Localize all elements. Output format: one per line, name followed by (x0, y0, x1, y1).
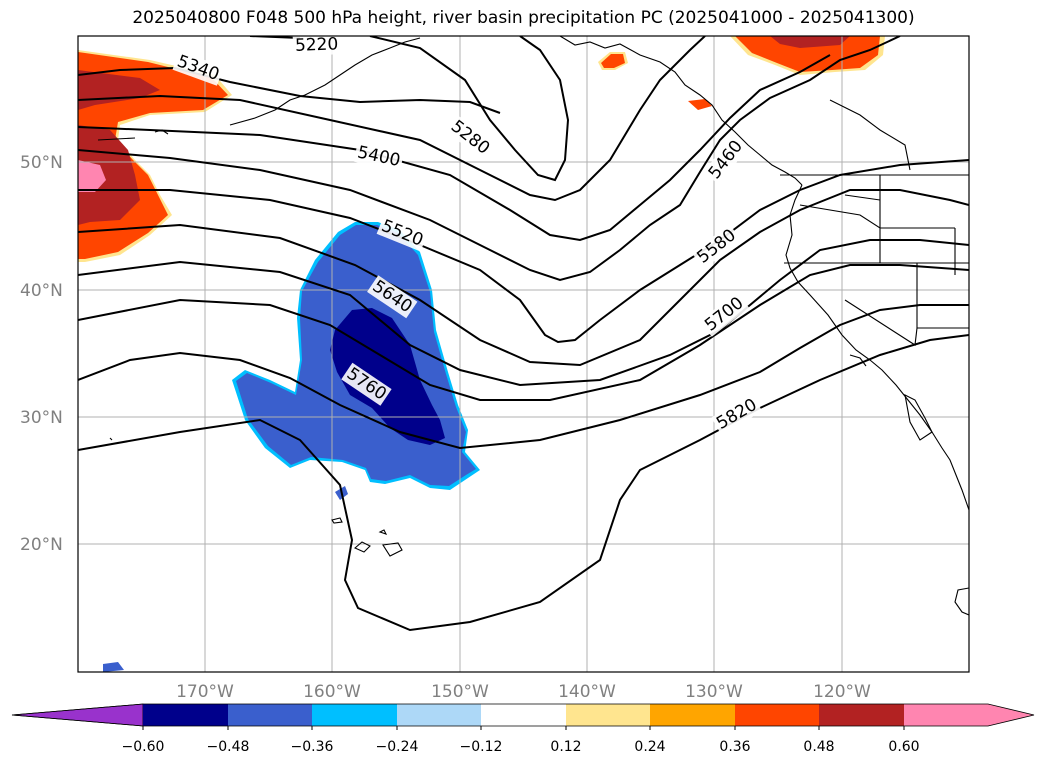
colorbar-tick-label: 0.48 (803, 739, 834, 755)
contour-label-mask (699, 291, 750, 337)
colorbar-tick-label: −0.60 (122, 739, 165, 755)
colorbar-tick-label: −0.36 (291, 739, 334, 755)
colorbar-segment (904, 704, 988, 726)
contour-5340-b (78, 36, 706, 202)
contour-label-mask (341, 362, 392, 406)
contour-label: 5220 (295, 34, 339, 55)
map-panel: 5220 5340 5280 5400 5460 5520 5580 5640 … (78, 34, 969, 672)
contour-label-mask (172, 50, 224, 86)
contour-5400 (78, 54, 831, 242)
contour-label-mask (711, 393, 763, 435)
contour-label-mask (445, 115, 495, 161)
contour-label-mask (703, 135, 749, 185)
lon-tick-label: 140°W (558, 682, 616, 702)
colorbar-segment (650, 704, 735, 726)
gridlines (78, 36, 969, 672)
contour-5640 (78, 239, 969, 387)
height-contours (78, 36, 969, 632)
contour-label-mask (292, 36, 341, 56)
lon-tick-label: 150°W (431, 682, 489, 702)
contour-label-mask (691, 224, 742, 269)
contour-5580 (78, 189, 969, 367)
contour-5760 (78, 304, 969, 450)
contour-label-mask (367, 275, 418, 319)
colorbar-tick-label: 0.24 (634, 739, 665, 755)
colorbar-tick-labels: −0.60 −0.48 −0.36 −0.24 −0.12 0.12 0.24 … (122, 739, 920, 755)
contour-5820 (78, 334, 969, 632)
lon-tick-label: 120°W (813, 682, 871, 702)
colorbar-tick-label: 0.12 (550, 739, 581, 755)
contour-label-mask (376, 215, 428, 252)
lon-tick-label: 170°W (176, 682, 234, 702)
colorbar-segment (228, 704, 312, 726)
contour-5460 (78, 36, 901, 282)
colorbar-extend-high (988, 704, 1034, 726)
lat-tick-label: 30°N (20, 408, 63, 428)
contour-5340 (78, 66, 501, 114)
colorbar-extend-low (11, 703, 144, 727)
lon-tick-label: 160°W (303, 682, 361, 702)
map-title: 2025040800 F048 500 hPa height, river ba… (132, 8, 915, 28)
colorbar-tick-label: 0.60 (888, 739, 919, 755)
contour-5520 (78, 159, 969, 344)
colorbar-segment (735, 704, 819, 726)
colorbar-segment (143, 704, 228, 726)
positive-anomaly-north (598, 36, 885, 110)
lat-tick-label: 20°N (20, 535, 63, 555)
lat-tick-labels: 50°N 40°N 30°N 20°N (20, 153, 63, 555)
coastlines (97, 36, 969, 616)
colorbar-segment (566, 704, 650, 726)
positive-anomaly-west (78, 50, 232, 262)
colorbar-segment (481, 704, 566, 726)
colorbar-tick-label: −0.48 (207, 739, 250, 755)
map-frame (77, 35, 970, 673)
colorbar-tick-label: −0.24 (376, 739, 419, 755)
contour-5280 (369, 36, 570, 182)
colorbar-tick-label: −0.12 (460, 739, 503, 755)
lon-tick-label: 130°W (685, 682, 743, 702)
colorbar-tick-label: 0.36 (719, 739, 750, 755)
contour-label-mask (353, 142, 405, 172)
colorbar-segment (819, 704, 904, 726)
lat-tick-label: 40°N (20, 281, 63, 301)
lon-tick-labels: 170°W 160°W 150°W 140°W 130°W 120°W (176, 682, 871, 702)
colorbar (11, 703, 1035, 730)
colorbar-segment (312, 704, 397, 726)
lat-tick-label: 50°N (20, 153, 63, 173)
contour-5700 (78, 264, 969, 401)
colorbar-segment (397, 704, 481, 726)
